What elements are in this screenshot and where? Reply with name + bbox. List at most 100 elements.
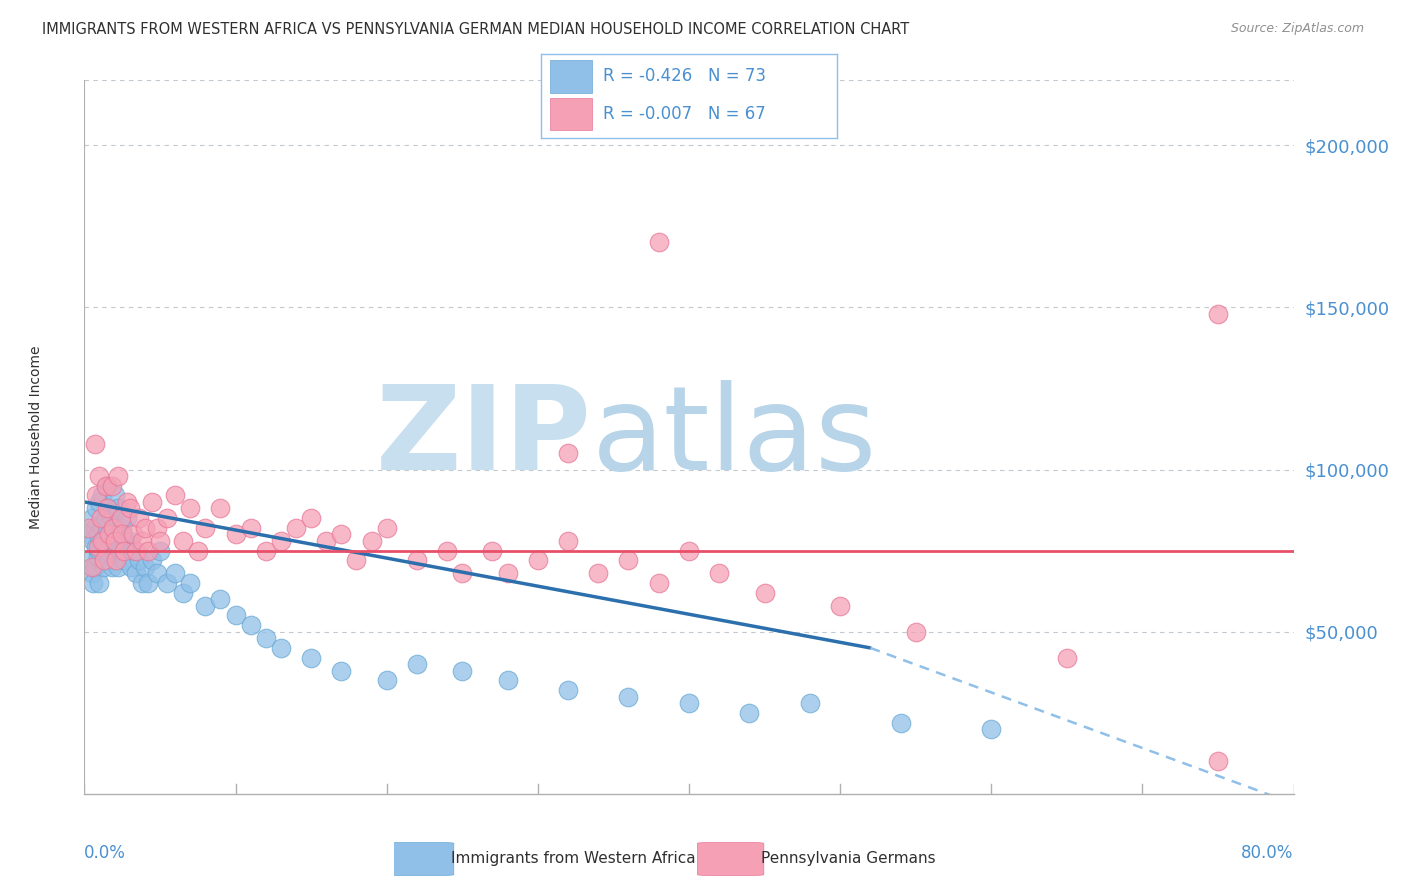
Text: ZIP: ZIP [377, 380, 592, 494]
Point [146, 521, 169, 535]
Point [118, 501, 141, 516]
Point [648, 576, 671, 591]
Point [112, 543, 135, 558]
Point [406, 553, 429, 567]
Point [89, 543, 111, 558]
Point [209, 501, 232, 516]
Point [91, 533, 114, 548]
Point [270, 533, 292, 548]
Text: Source: ZipAtlas.com: Source: ZipAtlas.com [1230, 22, 1364, 36]
Point [904, 624, 927, 639]
Point [104, 521, 127, 535]
Point [141, 495, 163, 509]
Point [239, 618, 262, 632]
Point [754, 586, 776, 600]
Point [172, 533, 194, 548]
Point [105, 553, 128, 567]
Point [121, 543, 143, 558]
Text: atlas: atlas [592, 380, 877, 494]
Text: Pennsylvania Germans: Pennsylvania Germans [761, 852, 935, 866]
Point [84, 559, 107, 574]
Point [187, 543, 209, 558]
Point [112, 553, 135, 567]
Point [77, 527, 100, 541]
Point [82, 576, 104, 591]
Point [80, 511, 103, 525]
Point [128, 553, 150, 567]
Point [77, 521, 100, 535]
Text: Immigrants from Western Africa: Immigrants from Western Africa [451, 852, 695, 866]
Point [179, 501, 201, 516]
Point [738, 706, 761, 720]
Point [172, 586, 194, 600]
Point [678, 696, 700, 710]
Point [375, 673, 398, 688]
Point [330, 664, 353, 678]
Point [330, 527, 353, 541]
Point [86, 501, 108, 516]
Point [156, 576, 179, 591]
Point [118, 533, 141, 548]
Point [111, 527, 134, 541]
Point [94, 511, 117, 525]
Point [1206, 307, 1229, 321]
Point [120, 559, 142, 574]
Point [101, 521, 124, 535]
Point [104, 488, 127, 502]
Point [557, 446, 579, 460]
Point [87, 527, 110, 541]
Text: Median Household Income: Median Household Income [30, 345, 44, 529]
Point [451, 566, 474, 581]
Point [678, 543, 700, 558]
Point [179, 576, 201, 591]
Point [84, 521, 107, 535]
Point [100, 511, 122, 525]
Point [156, 511, 179, 525]
Point [799, 696, 821, 710]
Point [496, 673, 519, 688]
Point [94, 479, 117, 493]
Text: IMMIGRANTS FROM WESTERN AFRICA VS PENNSYLVANIA GERMAN MEDIAN HOUSEHOLD INCOME CO: IMMIGRANTS FROM WESTERN AFRICA VS PENNSY… [42, 22, 910, 37]
Point [82, 533, 104, 548]
Point [80, 566, 103, 581]
Point [451, 664, 474, 678]
Point [84, 436, 107, 450]
Point [346, 553, 368, 567]
Point [80, 559, 103, 574]
Point [105, 543, 128, 558]
FancyBboxPatch shape [550, 97, 592, 130]
Point [91, 488, 114, 502]
Point [136, 543, 159, 558]
Point [79, 553, 101, 567]
Point [406, 657, 429, 672]
Point [980, 722, 1002, 736]
Point [104, 533, 127, 548]
Point [134, 559, 156, 574]
FancyBboxPatch shape [550, 61, 592, 93]
Point [93, 533, 115, 548]
Point [360, 533, 382, 548]
Point [648, 235, 671, 250]
Point [375, 521, 398, 535]
Point [107, 559, 129, 574]
FancyBboxPatch shape [697, 842, 763, 876]
Point [239, 521, 262, 535]
Point [557, 533, 579, 548]
Point [527, 553, 550, 567]
Point [115, 495, 138, 509]
Point [194, 599, 217, 613]
Point [114, 533, 136, 548]
Point [98, 527, 121, 541]
Point [890, 715, 912, 730]
Point [101, 533, 124, 548]
Point [131, 576, 153, 591]
Point [436, 543, 458, 558]
Point [709, 566, 731, 581]
Point [315, 533, 337, 548]
Point [89, 576, 111, 591]
Text: 80.0%: 80.0% [1241, 844, 1294, 862]
Point [128, 511, 150, 525]
Point [496, 566, 519, 581]
Point [209, 592, 232, 607]
Point [1206, 755, 1229, 769]
